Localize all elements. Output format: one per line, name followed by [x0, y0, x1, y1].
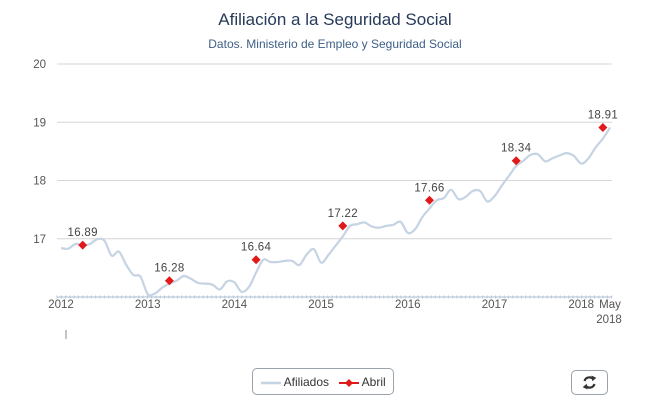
legend-item-afiliados[interactable]: Afiliados — [261, 375, 329, 389]
abril-marker[interactable] — [598, 122, 608, 132]
abril-marker[interactable] — [511, 156, 521, 166]
chart-subtitle: Datos. Ministerio de Empleo y Seguridad … — [208, 37, 462, 51]
abril-marker[interactable] — [164, 276, 174, 286]
x-tick-label: 2013 — [135, 299, 161, 311]
abril-marker[interactable] — [424, 195, 434, 205]
data-labels: 16.89 16.28 16.64 17.22 17.66 18.34 18.91 — [68, 109, 618, 274]
x-axis-ticks: 2012 2013 2014 2015 2016 2017 2018 May 2018 — [48, 299, 622, 326]
y-tick-label: 17 — [33, 234, 46, 246]
data-label: 18.91 — [588, 109, 618, 121]
legend: Afiliados Abril — [252, 368, 394, 395]
abril-markers[interactable] — [78, 122, 608, 286]
x-tick-label: 2018 — [568, 299, 594, 311]
data-label: 16.64 — [241, 242, 272, 254]
x-end-label-year: 2018 — [596, 314, 622, 326]
y-tick-label: 18 — [33, 176, 46, 188]
x-tick-label: 2015 — [308, 299, 334, 311]
y-tick-label: 19 — [33, 117, 46, 129]
data-label: 16.89 — [68, 227, 98, 239]
data-label: 17.66 — [414, 182, 444, 194]
legend-label-afiliados: Afiliados — [283, 375, 330, 389]
x-end-label-month: May — [599, 299, 621, 311]
legend-label-abril: Abril — [361, 375, 386, 389]
y-tick-label: 20 — [33, 59, 46, 71]
abril-marker[interactable] — [251, 255, 261, 265]
x-tick-label: 2016 — [395, 299, 421, 311]
abril-marker[interactable] — [78, 240, 88, 250]
chart-title: Afiliación a la Seguridad Social — [218, 10, 452, 29]
x-tick-label: 2017 — [482, 299, 508, 311]
series-lines — [60, 126, 612, 297]
data-label: 16.28 — [154, 263, 184, 275]
x-tick-label: 2014 — [222, 299, 248, 311]
refresh-icon — [582, 375, 597, 390]
legend-diamond-icon — [339, 378, 359, 387]
reset-zoom-button[interactable] — [571, 370, 608, 395]
legend-line-icon — [261, 381, 281, 385]
afiliados-line — [60, 126, 612, 297]
x-axis — [56, 295, 613, 299]
legend-item-abril[interactable]: Abril — [339, 375, 386, 389]
abril-marker[interactable] — [338, 221, 348, 231]
y-axis-ticks: 17 18 19 20 — [33, 59, 46, 246]
data-label: 18.34 — [501, 143, 532, 155]
data-label: 17.22 — [328, 208, 358, 220]
gridlines — [57, 63, 612, 240]
x-tick-label: 2012 — [48, 299, 74, 311]
